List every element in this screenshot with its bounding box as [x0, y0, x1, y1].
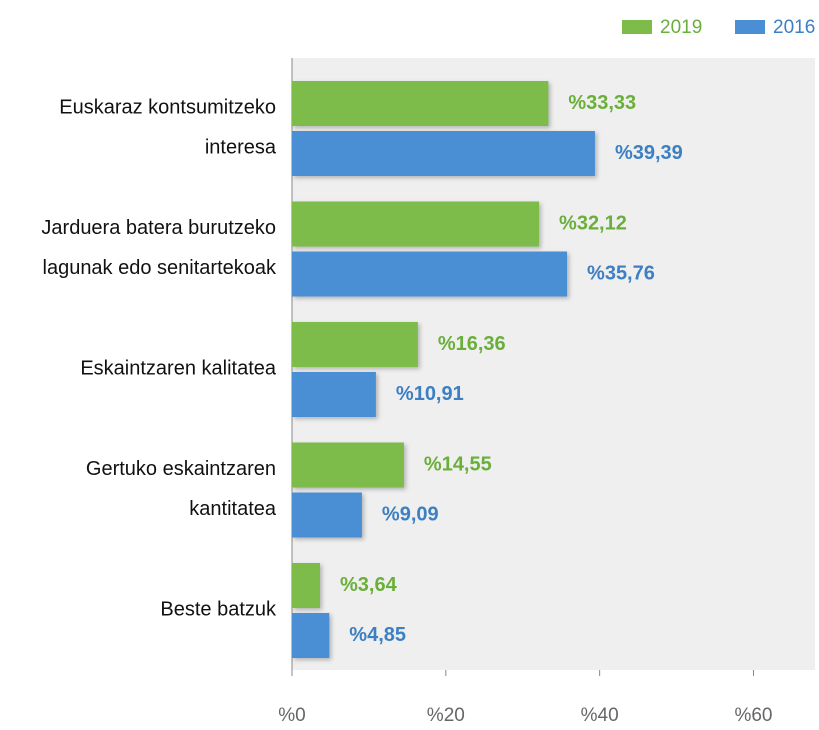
- value-label: %9,09: [382, 503, 439, 525]
- bar: [292, 81, 549, 126]
- value-label: %10,91: [396, 383, 464, 405]
- value-label: %16,36: [438, 333, 506, 355]
- bar: [292, 251, 568, 297]
- value-label: %4,85: [349, 624, 406, 646]
- legend-swatch: [735, 20, 765, 34]
- x-tick-label: %40: [581, 705, 619, 726]
- bar: [292, 563, 320, 608]
- bar: [292, 613, 330, 658]
- value-label: %39,39: [615, 142, 683, 164]
- x-tick-label: %60: [734, 705, 772, 726]
- legend-label: 2016: [773, 17, 815, 38]
- category-label: Eskaintzaren kalitatea: [80, 358, 277, 380]
- bar: [292, 201, 540, 247]
- bar: [292, 442, 404, 488]
- value-label: %35,76: [587, 262, 655, 284]
- bar: [292, 322, 418, 367]
- value-label: %33,33: [568, 92, 636, 114]
- bar: [292, 372, 376, 417]
- bar: [292, 131, 595, 176]
- category-label: Jarduera batera burutzeko lagunak edo sen…: [41, 217, 277, 279]
- value-label: %14,55: [424, 453, 492, 475]
- bar: [292, 492, 362, 538]
- value-label: %32,12: [559, 212, 627, 234]
- legend-label: 2019: [660, 17, 702, 38]
- category-label: Euskaraz kontsumitzeko interesa: [59, 97, 277, 159]
- x-tick-label: %0: [278, 705, 305, 726]
- category-label: Gertuko eskaintzaren kantitatea: [86, 458, 277, 520]
- value-label: %3,64: [340, 574, 398, 596]
- legend-swatch: [622, 20, 652, 34]
- x-tick-label: %20: [427, 705, 465, 726]
- category-label: Beste batzuk: [160, 599, 277, 621]
